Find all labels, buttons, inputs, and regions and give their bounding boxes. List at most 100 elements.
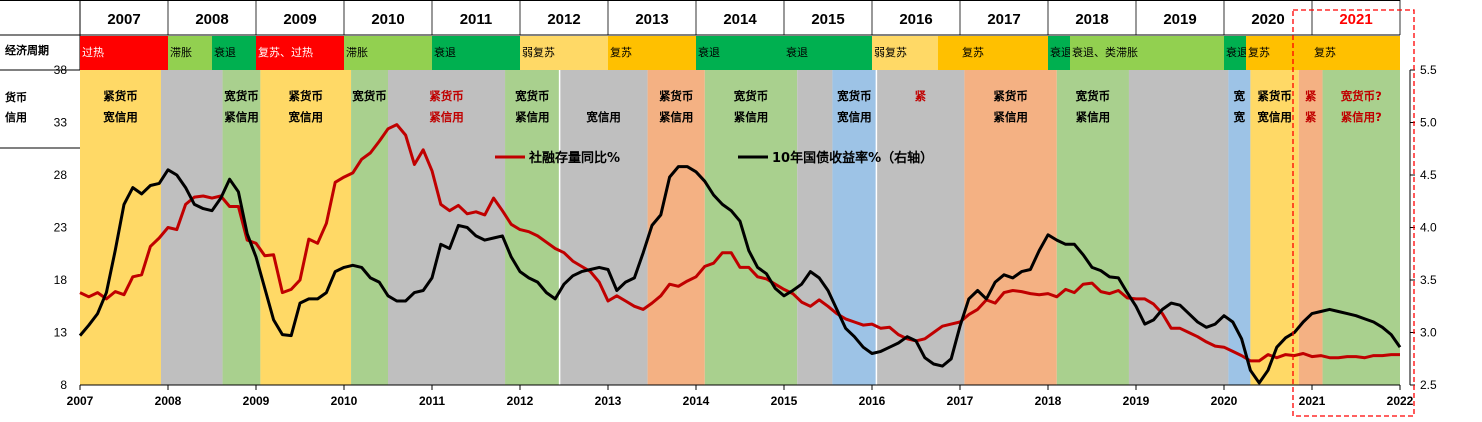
x-tick-label: 2011 bbox=[419, 394, 445, 408]
regime-credit-label: 宽信用 bbox=[836, 110, 872, 124]
left-tick-label: 38 bbox=[54, 63, 68, 77]
year-label: 2016 bbox=[899, 11, 932, 28]
cycle-band bbox=[344, 36, 432, 70]
regime-credit-label: 宽信用 bbox=[102, 110, 138, 124]
regime-credit-label: 宽 bbox=[1233, 110, 1246, 124]
x-tick-label: 2019 bbox=[1123, 394, 1150, 408]
cycle-row-label: 经济周期 bbox=[5, 43, 49, 57]
year-label: 2019 bbox=[1163, 11, 1196, 28]
cycle-label: 弱复苏 bbox=[522, 45, 555, 59]
cycle-label: 衰退 bbox=[1226, 45, 1248, 59]
x-tick-label: 2018 bbox=[1035, 394, 1062, 408]
regime-credit-label: 紧信用 bbox=[734, 110, 769, 124]
cycle-band bbox=[608, 36, 696, 70]
year-label: 2021 bbox=[1339, 11, 1372, 28]
cycle-band bbox=[432, 36, 520, 70]
legend-label: 10年国债收益率%（右轴） bbox=[772, 150, 933, 166]
regime-money-label: 宽 bbox=[1233, 89, 1246, 103]
right-tick-label: 4.0 bbox=[1420, 221, 1437, 235]
regime-credit-label: 紧 bbox=[1305, 110, 1317, 124]
regime-money-label: 宽货币 bbox=[514, 89, 550, 103]
axes: 2007 2008 2009 2010 2011 2012 2013 2014 2015 2016… bbox=[54, 63, 1437, 408]
cycle-band bbox=[960, 36, 1048, 70]
year-label: 2014 bbox=[723, 11, 757, 28]
x-tick-label: 2020 bbox=[1211, 394, 1238, 408]
regime-band bbox=[388, 70, 506, 385]
regime-band bbox=[832, 70, 877, 385]
regime-credit-label: 宽信用 bbox=[287, 110, 323, 124]
right-tick-label: 5.5 bbox=[1420, 63, 1437, 77]
cycle-label: 衰退 bbox=[786, 45, 808, 59]
regime-credit-label: 宽信用 bbox=[1256, 110, 1292, 124]
cycle-band bbox=[80, 36, 168, 70]
year-label: 2011 bbox=[460, 11, 493, 28]
x-tick-label: 2009 bbox=[243, 394, 270, 408]
x-tick-label: 2010 bbox=[331, 394, 358, 408]
regime-credit-label: 紧信用 bbox=[224, 110, 259, 124]
x-tick-label: 2016 bbox=[859, 394, 886, 408]
regime-band bbox=[222, 70, 261, 385]
left-tick-label: 33 bbox=[54, 116, 68, 130]
regime-band bbox=[704, 70, 798, 385]
cycle-label: 复苏 bbox=[610, 45, 632, 59]
regime-band bbox=[1056, 70, 1129, 385]
year-label: 2020 bbox=[1251, 11, 1284, 28]
left-tick-label: 8 bbox=[60, 378, 67, 392]
year-label: 2010 bbox=[371, 11, 404, 28]
regime-money-label: 宽货币 bbox=[223, 89, 259, 103]
left-tick-label: 23 bbox=[54, 221, 68, 235]
regime-band bbox=[1298, 70, 1323, 385]
cycle-label: 过热 bbox=[82, 46, 104, 59]
cycle-label: 衰退 bbox=[1050, 45, 1072, 59]
x-tick-label: 2015 bbox=[771, 394, 798, 408]
year-label: 2013 bbox=[635, 11, 668, 28]
cycle-band bbox=[1048, 36, 1070, 70]
cycle-label: 复苏、过热 bbox=[258, 45, 313, 59]
regime-band bbox=[1228, 70, 1251, 385]
regime-band bbox=[260, 70, 352, 385]
regime-credit-label: 紧信用 bbox=[659, 110, 694, 124]
regime-money-label: 紧货币 bbox=[1257, 89, 1292, 103]
regime-money-label: 紧货币 bbox=[993, 89, 1028, 103]
x-tick-label: 2012 bbox=[507, 394, 534, 408]
regime-credit-label: 紧信用? bbox=[1341, 110, 1382, 124]
regime-band bbox=[647, 70, 705, 385]
left-tick-label: 18 bbox=[54, 273, 68, 287]
regime-money-label: 紧货币 bbox=[659, 89, 694, 103]
x-tick-label: 2017 bbox=[947, 394, 974, 408]
x-tick-label: 2007 bbox=[67, 394, 94, 408]
cycle-band bbox=[872, 36, 938, 70]
economic-cycle-row: 过热 滞胀 衰退 复苏、过热 滞胀 衰退 弱复苏 复苏 衰退 衰退 弱复苏 复苏 衰退 衰退、类滞胀 衰退复… bbox=[0, 36, 1400, 149]
cycle-band bbox=[696, 36, 784, 70]
regime-credit-label: 宽信用 bbox=[585, 110, 621, 124]
regime-money-label: 紧 bbox=[915, 89, 927, 103]
cycle-band bbox=[168, 36, 212, 70]
x-tick-label: 2013 bbox=[595, 394, 622, 408]
cycle-band bbox=[1070, 36, 1224, 70]
cycle-label: 滞胀 bbox=[346, 46, 368, 59]
cycle-band bbox=[520, 36, 608, 70]
cycle-band bbox=[938, 36, 960, 70]
regime-money-label: 宽货币? bbox=[1340, 89, 1382, 103]
year-label: 2018 bbox=[1075, 11, 1108, 28]
series-credit-growth-line bbox=[79, 123, 1400, 363]
regime-band bbox=[1250, 70, 1299, 385]
cycle-label: 衰退、类滞胀 bbox=[1072, 45, 1138, 59]
legend-label: 社融存量同比% bbox=[528, 150, 620, 166]
cycle-label: 弱复苏 bbox=[874, 45, 907, 59]
regime-credit-label: 紧信用 bbox=[515, 110, 550, 124]
cycle-label: 衰退 bbox=[698, 45, 720, 59]
year-header-row: 2007 2008 2009 2010 2011 2012 2013 2014 2015 2016… bbox=[0, 0, 1401, 70]
right-tick-label: 4.5 bbox=[1420, 168, 1437, 182]
x-tick-label: 2014 bbox=[683, 394, 710, 408]
x-tick-label: 2008 bbox=[155, 394, 182, 408]
year-label: 2009 bbox=[283, 11, 316, 28]
x-tick-label: 2022 bbox=[1387, 394, 1414, 408]
regime-money-label: 紧货币 bbox=[429, 89, 464, 103]
series-bond-yield-line bbox=[78, 165, 1402, 385]
x-tick-label: 2021 bbox=[1299, 394, 1326, 408]
year-label: 2008 bbox=[195, 11, 228, 28]
regime-money-label: 紧货币 bbox=[103, 89, 138, 103]
regime-credit-label: 紧信用 bbox=[429, 110, 464, 124]
regime-band bbox=[797, 70, 833, 385]
